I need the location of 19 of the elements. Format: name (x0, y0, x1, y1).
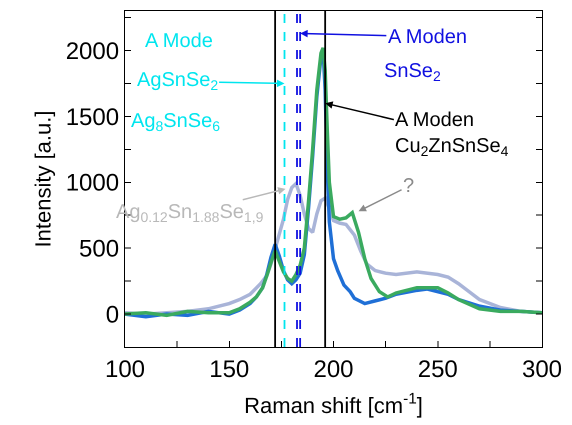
x-axis-title: Raman shift [cm$^{-1}$] (244, 390, 423, 418)
annotation: AgSnSe$_{2}$ (137, 69, 218, 94)
x-tick-label: 150 (209, 356, 250, 383)
annotation: A Moden Cu$_{2}$ZnSnSe$_{4}$ (395, 109, 509, 160)
x-tick-label: 250 (418, 356, 458, 383)
x-tick-label: 200 (313, 356, 354, 383)
y-tick-label: 0 (106, 301, 120, 328)
y-tick-label: 1000 (66, 170, 120, 197)
annotation: Ag$_{8}$SnSe$_{6}$ (131, 110, 220, 134)
annotation: ? (403, 175, 414, 197)
y-tick-label: 1500 (66, 104, 120, 131)
annotation: A Mode (145, 30, 213, 52)
x-tick-label: 100 (104, 356, 146, 383)
x-tick-label: 300 (522, 356, 562, 383)
y-tick-label: 2000 (66, 38, 120, 65)
y-axis-title: Intensity [a.u.] (30, 110, 56, 248)
annotation: A Moden (388, 26, 467, 48)
annotation: SnSe$_{2}$ (384, 60, 441, 84)
y-tick-label: 500 (79, 236, 120, 263)
